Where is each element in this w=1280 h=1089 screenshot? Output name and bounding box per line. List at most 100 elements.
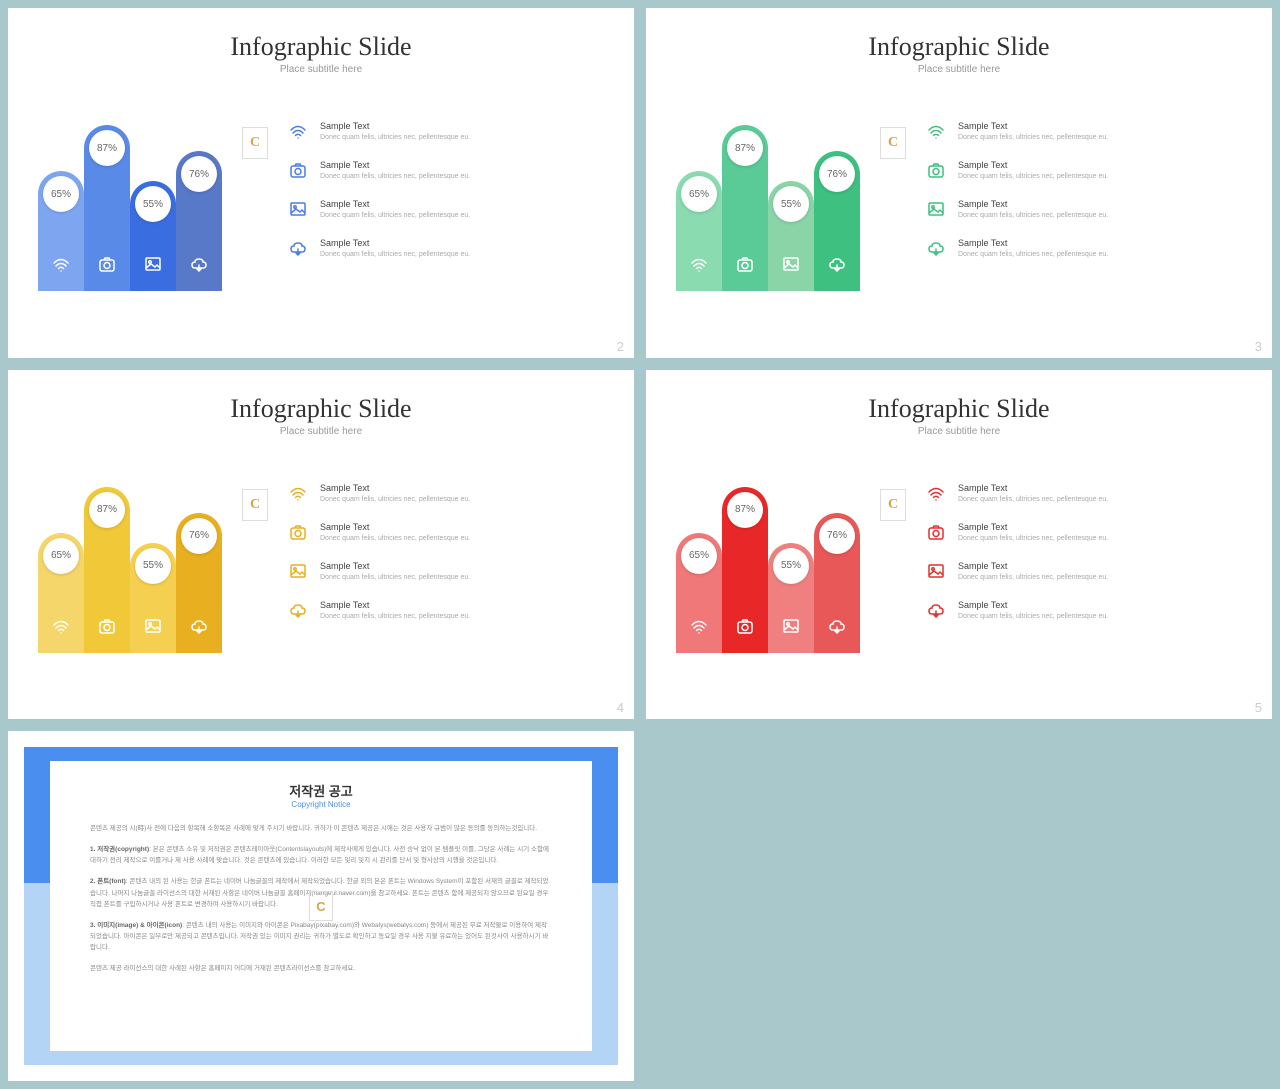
content-row: 65%87%55%76% C Sample TextDonec quam fel…: [38, 473, 604, 653]
legend-text: Sample Text Donec quam felis, ultricies n…: [958, 600, 1242, 621]
copyright-paragraph: 1. 저작권(copyright): 본은 콘텐츠 소유 및 저작권은 콘텐츠레…: [90, 844, 552, 866]
slide-number: 2: [617, 339, 624, 354]
copyright-paragraph: 콘텐츠 제공의 시(時)사 전에 다음의 항목해 소항목은 사례에 맞게 주시기…: [90, 823, 552, 834]
legend-item: Sample TextDonec quam felis, ultricies n…: [926, 160, 1242, 181]
legend-item: Sample TextDonec quam felis, ultricies n…: [926, 522, 1242, 543]
copyright-inner: 저작권 공고 Copyright Notice 콘텐츠 제공의 시(時)사 전에…: [50, 761, 592, 1051]
camera-icon: [735, 616, 755, 641]
empty-cell: [646, 731, 1272, 1081]
legend-title: Sample Text: [320, 199, 604, 209]
camera-icon: [288, 522, 308, 542]
legend-text: Sample Text Donec quam felis, ultricies n…: [320, 522, 604, 543]
bars-area: 65%87% 55% 76%: [38, 121, 222, 291]
camera-icon: [926, 522, 946, 542]
legend-text: Sample TextDonec quam felis, ultricies n…: [320, 561, 604, 582]
legend-desc: Donec quam felis, ultricies nec, pellent…: [958, 495, 1242, 504]
camera-icon: [735, 254, 755, 279]
camera-icon: [926, 160, 946, 180]
image-icon: [288, 199, 308, 219]
bar-value-circle: 55%: [135, 186, 171, 222]
legend-desc: Donec quam felis, ultricies nec, pellent…: [320, 133, 604, 142]
cloud-icon: [827, 616, 847, 641]
text-list: Sample Text Donec quam felis, ultricies n…: [288, 483, 604, 653]
cloud-icon: [288, 238, 308, 258]
wifi-icon: [51, 254, 71, 279]
legend-title: Sample Text: [958, 121, 1242, 131]
legend-text: Sample TextDonec quam felis, ultricies n…: [958, 561, 1242, 582]
wifi-icon: [689, 616, 709, 641]
bar-value-circle: 76%: [181, 156, 217, 192]
bar-value-circle: 87%: [89, 130, 125, 166]
bar-value-circle: 87%: [727, 130, 763, 166]
copyright-title: 저작권 공고: [90, 781, 552, 800]
chart-bar: 65%: [38, 533, 84, 653]
wifi-icon: [689, 254, 709, 279]
legend-desc: Donec quam felis, ultricies nec, pellent…: [958, 612, 1242, 621]
chart-bar: 87%: [84, 487, 130, 653]
legend-title: Sample Text: [320, 121, 604, 131]
slide-subtitle: Place subtitle here: [676, 426, 1242, 437]
image-icon: [926, 199, 946, 219]
slide-red: Infographic Slide Place subtitle here 65…: [646, 370, 1272, 720]
wifi-icon: [288, 483, 308, 503]
cloud-icon: [189, 616, 209, 641]
logo-badge: C: [242, 127, 268, 159]
legend-title: Sample Text: [320, 522, 604, 532]
legend-item: Sample TextDonec quam felis, ultricies n…: [926, 483, 1242, 504]
legend-desc: Donec quam felis, ultricies nec, pellent…: [320, 534, 604, 543]
text-list: Sample Text Donec quam felis, ultricies n…: [288, 121, 604, 291]
legend-desc: Donec quam felis, ultricies nec, pellent…: [320, 573, 604, 582]
legend-desc: Donec quam felis, ultricies nec, pellent…: [958, 211, 1242, 220]
copyright-paragraph: 콘텐츠 제공 라이선스의 대한 사례된 사항은 홈페이지 어디에 거재된 콘텐츠…: [90, 963, 552, 974]
legend-title: Sample Text: [320, 238, 604, 248]
bar-value-circle: 76%: [819, 156, 855, 192]
content-row: 65%87%55%76% C Sample TextDonec quam fel…: [676, 473, 1242, 653]
logo-badge: C: [880, 489, 906, 521]
legend-desc: Donec quam felis, ultricies nec, pellent…: [320, 250, 604, 259]
legend-item: Sample Text Donec quam felis, ultricies n…: [288, 522, 604, 543]
copyright-subtitle: Copyright Notice: [90, 800, 552, 809]
slide-copyright: 저작권 공고 Copyright Notice 콘텐츠 제공의 시(時)사 전에…: [8, 731, 634, 1081]
legend-title: Sample Text: [958, 522, 1242, 532]
legend-text: Sample TextDonec quam felis, ultricies n…: [320, 483, 604, 504]
legend-text: Sample TextDonec quam felis, ultricies n…: [958, 522, 1242, 543]
legend-item: Sample Text Donec quam felis, ultricies n…: [926, 600, 1242, 621]
chart-bar: 65%: [38, 171, 84, 291]
legend-desc: Donec quam felis, ultricies nec, pellent…: [958, 172, 1242, 181]
chart-bar: 76%: [814, 513, 860, 653]
slide-yellow: Infographic Slide Place subtitle here 65…: [8, 370, 634, 720]
legend-title: Sample Text: [958, 600, 1242, 610]
bars-area: 65%87%55%76%: [38, 483, 222, 653]
slide-title: Infographic Slide: [676, 394, 1242, 424]
chart-bar: 76%: [814, 151, 860, 291]
image-icon: [926, 561, 946, 581]
cloud-icon: [288, 600, 308, 620]
image-icon: [781, 254, 801, 279]
legend-text: Sample TextDonec quam felis, ultricies n…: [320, 160, 604, 181]
legend-title: Sample Text: [320, 483, 604, 493]
legend-text: Sample TextDonec quam felis, ultricies n…: [958, 483, 1242, 504]
legend-item: Sample Text Donec quam felis, ultricies n…: [288, 121, 604, 142]
legend-text: Sample Text Donec quam felis, ultricies n…: [958, 121, 1242, 142]
legend-item: Sample TextDonec quam felis, ultricies n…: [288, 600, 604, 621]
camera-icon: [97, 254, 117, 279]
legend-desc: Donec quam felis, ultricies nec, pellent…: [958, 573, 1242, 582]
slide-title: Infographic Slide: [38, 32, 604, 62]
legend-item: Sample TextDonec quam felis, ultricies n…: [926, 199, 1242, 220]
bar-value-circle: 87%: [89, 492, 125, 528]
camera-icon: [97, 616, 117, 641]
legend-desc: Donec quam felis, ultricies nec, pellent…: [320, 172, 604, 181]
bar-value-circle: 65%: [681, 538, 717, 574]
legend-item: Sample TextDonec quam felis, ultricies n…: [288, 199, 604, 220]
logo-badge: C: [309, 891, 333, 921]
cloud-icon: [926, 600, 946, 620]
legend-desc: Donec quam felis, ultricies nec, pellent…: [958, 133, 1242, 142]
legend-item: Sample Text Donec quam felis, ultricies n…: [288, 238, 604, 259]
legend-text: Sample TextDonec quam felis, ultricies n…: [958, 199, 1242, 220]
cloud-icon: [189, 254, 209, 279]
bar-value-circle: 76%: [819, 518, 855, 554]
image-icon: [288, 561, 308, 581]
bars-area: 65%87%55%76%: [676, 121, 860, 291]
legend-title: Sample Text: [958, 238, 1242, 248]
wifi-icon: [926, 121, 946, 141]
